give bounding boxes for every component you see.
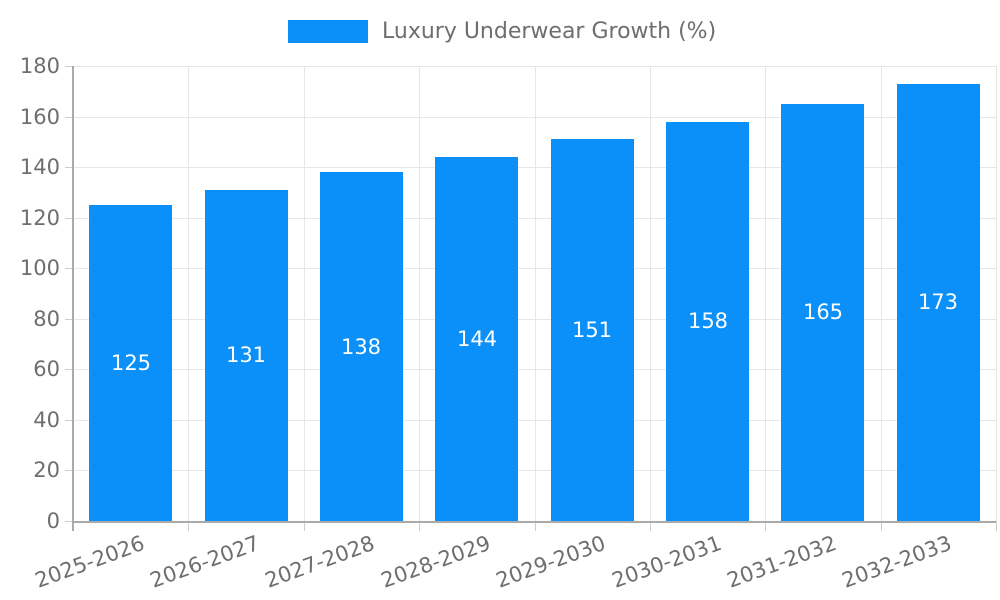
- bar-value-label: 158: [687, 309, 729, 333]
- x-gridline: [535, 66, 536, 521]
- x-gridline: [765, 66, 766, 521]
- bar-value-label: 173: [917, 290, 959, 314]
- y-gridline: [73, 319, 996, 320]
- x-axis-category-label: 2030-2031: [608, 531, 725, 593]
- y-gridline: [73, 268, 996, 269]
- y-gridline: [73, 117, 996, 118]
- y-gridline: [73, 470, 996, 471]
- y-axis-tick: [65, 117, 73, 118]
- x-axis-tick: [304, 521, 305, 531]
- x-gridline: [419, 66, 420, 521]
- x-axis-tick: [996, 521, 997, 531]
- x-axis-tick: [188, 521, 189, 531]
- y-axis-tick-label: 60: [33, 357, 60, 381]
- y-axis-tick: [65, 521, 73, 522]
- y-axis-tick: [65, 167, 73, 168]
- y-gridline: [73, 167, 996, 168]
- bar-value-label: 125: [110, 351, 152, 375]
- y-gridline: [73, 369, 996, 370]
- legend-swatch: [288, 20, 368, 43]
- legend[interactable]: Luxury Underwear Growth (%): [0, 0, 1000, 50]
- bar-2028-2029[interactable]: [435, 157, 518, 521]
- y-axis-tick-label: 180: [19, 54, 60, 78]
- legend-label: Luxury Underwear Growth (%): [382, 19, 717, 44]
- y-axis-line: [72, 66, 74, 531]
- y-axis-tick: [65, 66, 73, 67]
- x-axis-tick: [419, 521, 420, 531]
- y-axis-tick: [65, 268, 73, 269]
- x-gridline: [996, 66, 997, 521]
- bar-2025-2026[interactable]: [89, 205, 172, 521]
- x-gridline: [650, 66, 651, 521]
- x-axis-category-label: 2025-2026: [31, 531, 148, 593]
- bar-value-label: 165: [802, 300, 844, 324]
- x-axis-category-label: 2032-2033: [838, 531, 955, 593]
- bar-value-label: 151: [571, 318, 613, 342]
- x-axis-line: [73, 521, 996, 523]
- x-axis-tick: [881, 521, 882, 531]
- x-gridline: [304, 66, 305, 521]
- x-axis-category-label: 2026-2027: [146, 531, 263, 593]
- bar-2027-2028[interactable]: [320, 172, 403, 521]
- x-gridline: [188, 66, 189, 521]
- y-axis-tick-label: 40: [33, 408, 60, 432]
- y-axis-tick: [65, 470, 73, 471]
- bar-value-label: 131: [225, 343, 267, 367]
- x-axis-category-label: 2027-2028: [261, 531, 378, 593]
- y-gridline: [73, 66, 996, 67]
- x-axis-tick: [650, 521, 651, 531]
- y-axis-tick-label: 80: [33, 307, 60, 331]
- y-axis-tick-label: 140: [19, 155, 60, 179]
- y-axis-tick: [65, 369, 73, 370]
- x-axis-category-label: 2029-2030: [492, 531, 609, 593]
- y-axis-tick: [65, 319, 73, 320]
- y-axis-tick-label: 20: [33, 458, 60, 482]
- y-axis-tick-label: 0: [46, 509, 60, 533]
- x-axis-tick: [765, 521, 766, 531]
- y-axis-tick: [65, 218, 73, 219]
- bar-2026-2027[interactable]: [205, 190, 288, 521]
- y-axis-tick-label: 120: [19, 206, 60, 230]
- y-gridline: [73, 420, 996, 421]
- x-gridline: [881, 66, 882, 521]
- y-axis-tick-label: 160: [19, 105, 60, 129]
- x-axis-category-label: 2031-2032: [723, 531, 840, 593]
- y-gridline: [73, 218, 996, 219]
- y-axis-tick: [65, 420, 73, 421]
- bar-2029-2030[interactable]: [551, 139, 634, 521]
- bar-2032-2033[interactable]: [897, 84, 980, 521]
- x-axis-category-label: 2028-2029: [377, 531, 494, 593]
- bar-2030-2031[interactable]: [666, 122, 749, 521]
- bar-value-label: 138: [340, 335, 382, 359]
- bar-2031-2032[interactable]: [781, 104, 864, 521]
- bar-value-label: 144: [456, 327, 498, 351]
- x-axis-tick: [535, 521, 536, 531]
- y-axis-tick-label: 100: [19, 256, 60, 280]
